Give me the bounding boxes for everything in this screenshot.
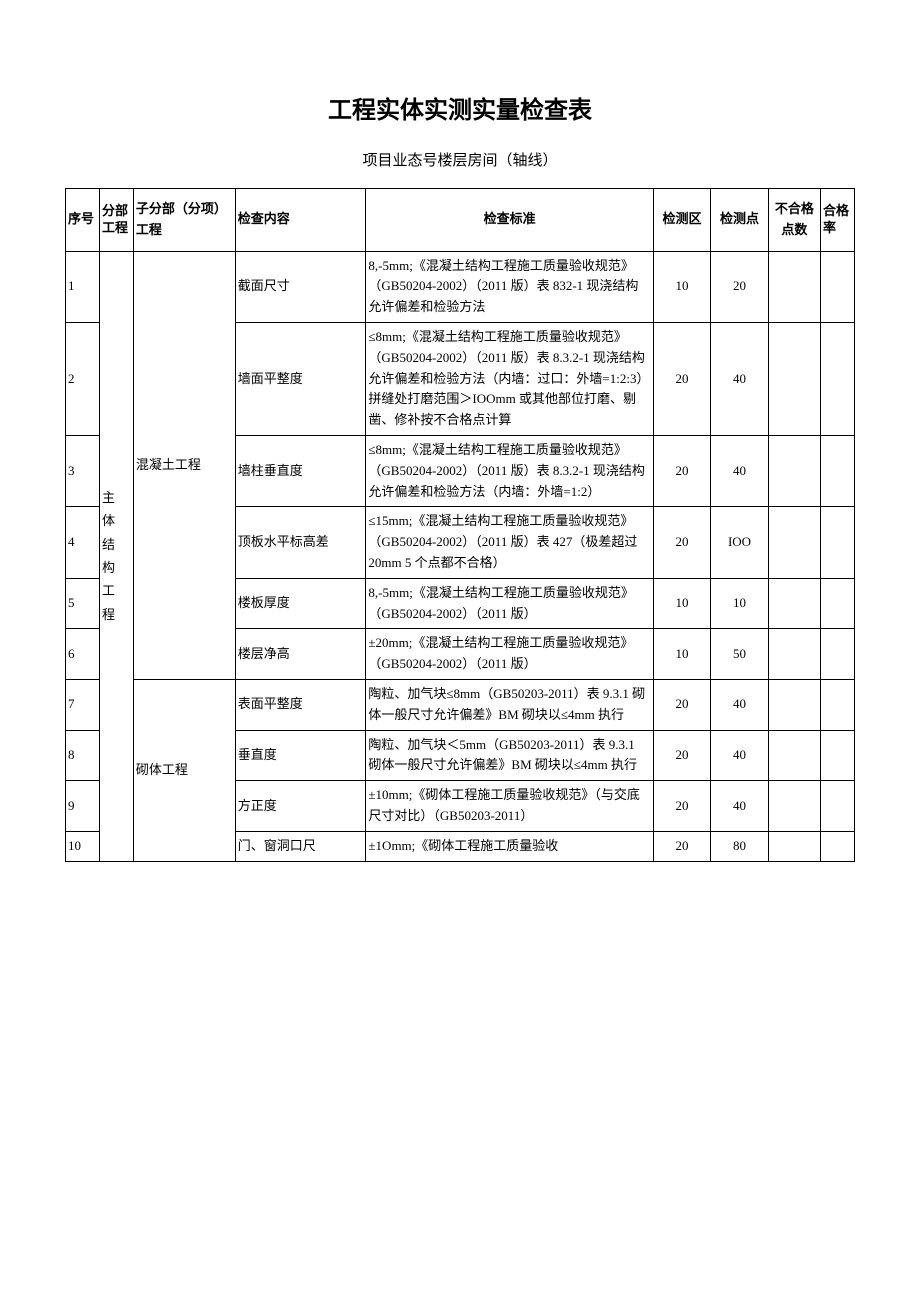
cell-item: 墙柱垂直度 xyxy=(235,435,366,506)
table-header-row: 序号 分部工程 子分部（分项）工程 检查内容 检查标准 检测区 检测点 不合格点… xyxy=(66,189,855,252)
cell-fail xyxy=(768,781,820,832)
cell-seq: 8 xyxy=(66,730,100,781)
cell-item: 截面尺寸 xyxy=(235,251,366,322)
cell-point: 50 xyxy=(711,629,768,680)
cell-pass xyxy=(820,322,854,435)
cell-point: 40 xyxy=(711,435,768,506)
header-item: 检查内容 xyxy=(235,189,366,252)
cell-standard: ≤8mm;《混凝土结构工程施工质量验收规范》（GB50204-2002）（201… xyxy=(366,322,653,435)
cell-item: 墙面平整度 xyxy=(235,322,366,435)
cell-standard: 8,-5mm;《混凝土结构工程施工质量验收规范》（GB50204-2002）（2… xyxy=(366,251,653,322)
inspection-table: 序号 分部工程 子分部（分项）工程 检查内容 检查标准 检测区 检测点 不合格点… xyxy=(65,188,855,862)
header-standard: 检查标准 xyxy=(366,189,653,252)
cell-seq: 3 xyxy=(66,435,100,506)
cell-standard: ±1Omm;《砌体工程施工质量验收 xyxy=(366,831,653,861)
cell-fail xyxy=(768,679,820,730)
cell-seq: 9 xyxy=(66,781,100,832)
cell-zone: 20 xyxy=(653,730,710,781)
page-title: 工程实体实测实量检查表 xyxy=(65,90,855,125)
cell-standard: ≤15mm;《混凝土结构工程施工质量验收规范》（GB50204-2002）（20… xyxy=(366,507,653,578)
cell-standard: 陶粒、加气块≤8mm（GB50203-2011）表 9.3.1 砌体一般尺寸允许… xyxy=(366,679,653,730)
cell-seq: 10 xyxy=(66,831,100,861)
cell-seq: 4 xyxy=(66,507,100,578)
cell-fail xyxy=(768,435,820,506)
cell-pass xyxy=(820,679,854,730)
cell-pass xyxy=(820,435,854,506)
cell-point: 40 xyxy=(711,322,768,435)
cell-point: 40 xyxy=(711,730,768,781)
cell-zone: 10 xyxy=(653,251,710,322)
cell-standard: 陶粒、加气块＜5mm（GB50203-2011）表 9.3.1 砌体一般尺寸允许… xyxy=(366,730,653,781)
cell-zone: 20 xyxy=(653,507,710,578)
cell-item: 楼板厚度 xyxy=(235,578,366,629)
table-row: 7 砌体工程 表面平整度 陶粒、加气块≤8mm（GB50203-2011）表 9… xyxy=(66,679,855,730)
header-division: 分部工程 xyxy=(99,189,133,252)
cell-fail xyxy=(768,730,820,781)
cell-zone: 20 xyxy=(653,781,710,832)
cell-pass xyxy=(820,781,854,832)
cell-pass xyxy=(820,507,854,578)
cell-fail xyxy=(768,831,820,861)
cell-item: 垂直度 xyxy=(235,730,366,781)
cell-zone: 10 xyxy=(653,629,710,680)
cell-zone: 20 xyxy=(653,679,710,730)
cell-item: 顶板水平标高差 xyxy=(235,507,366,578)
cell-standard: ±10mm;《砌体工程施工质量验收规范》（与交底尺寸对比）（GB50203-20… xyxy=(366,781,653,832)
cell-item: 方正度 xyxy=(235,781,366,832)
page-subtitle: 项目业态号楼层房间（轴线） xyxy=(65,149,855,170)
cell-fail xyxy=(768,322,820,435)
cell-zone: 20 xyxy=(653,831,710,861)
cell-standard: ±20mm;《混凝土结构工程施工质量验收规范》（GB50204-2002）（20… xyxy=(366,629,653,680)
cell-point: 40 xyxy=(711,781,768,832)
cell-pass xyxy=(820,251,854,322)
cell-standard: ≤8mm;《混凝土结构工程施工质量验收规范》（GB50204-2002）（201… xyxy=(366,435,653,506)
cell-standard: 8,-5mm;《混凝土结构工程施工质量验收规范》（GB50204-2002）（2… xyxy=(366,578,653,629)
header-zone: 检测区 xyxy=(653,189,710,252)
cell-item: 门、窗洞口尺 xyxy=(235,831,366,861)
cell-seq: 6 xyxy=(66,629,100,680)
cell-zone: 20 xyxy=(653,435,710,506)
cell-fail xyxy=(768,629,820,680)
cell-pass xyxy=(820,730,854,781)
cell-zone: 10 xyxy=(653,578,710,629)
cell-item: 楼层净高 xyxy=(235,629,366,680)
cell-subdivision: 砌体工程 xyxy=(133,679,235,861)
cell-zone: 20 xyxy=(653,322,710,435)
cell-seq: 1 xyxy=(66,251,100,322)
cell-seq: 7 xyxy=(66,679,100,730)
cell-point: 80 xyxy=(711,831,768,861)
cell-pass xyxy=(820,831,854,861)
cell-seq: 2 xyxy=(66,322,100,435)
header-point: 检测点 xyxy=(711,189,768,252)
cell-item: 表面平整度 xyxy=(235,679,366,730)
cell-pass xyxy=(820,629,854,680)
table-row: 1 主 体结 构工程 混凝土工程 截面尺寸 8,-5mm;《混凝土结构工程施工质… xyxy=(66,251,855,322)
cell-subdivision: 混凝土工程 xyxy=(133,251,235,679)
cell-point: 10 xyxy=(711,578,768,629)
header-subdivision: 子分部（分项）工程 xyxy=(133,189,235,252)
cell-division: 主 体结 构工程 xyxy=(99,251,133,861)
header-seq: 序号 xyxy=(66,189,100,252)
cell-point: IOO xyxy=(711,507,768,578)
cell-fail xyxy=(768,251,820,322)
header-fail: 不合格点数 xyxy=(768,189,820,252)
cell-fail xyxy=(768,578,820,629)
cell-pass xyxy=(820,578,854,629)
cell-fail xyxy=(768,507,820,578)
cell-point: 20 xyxy=(711,251,768,322)
cell-seq: 5 xyxy=(66,578,100,629)
header-pass: 合格率 xyxy=(820,189,854,252)
cell-point: 40 xyxy=(711,679,768,730)
